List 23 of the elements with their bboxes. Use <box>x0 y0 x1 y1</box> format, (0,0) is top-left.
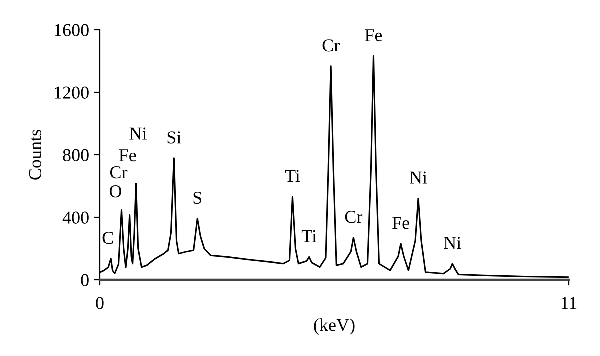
annotation: Fe <box>119 150 136 162</box>
annotation: Cr <box>322 40 340 52</box>
y-tick-label: 1200 <box>55 86 89 99</box>
annotation: Ti <box>302 230 317 242</box>
x-axis-title: (keV) <box>314 318 355 335</box>
annotation: Ti <box>285 170 300 182</box>
annotation: O <box>110 186 122 198</box>
annotation: S <box>194 192 202 204</box>
x-tick-label: 11 <box>562 297 577 310</box>
annotation: Si <box>168 132 182 144</box>
annotation: Ni <box>444 237 462 250</box>
y-tick-label: 400 <box>62 212 89 224</box>
annotation: Ni <box>410 172 428 184</box>
annotation: C <box>102 232 114 244</box>
y-tick-label: 800 <box>63 149 89 162</box>
annotation: Fe <box>392 217 410 230</box>
annotation: Ni <box>130 128 147 140</box>
y-tick-label: 0 <box>81 274 89 286</box>
annotation: Cr <box>110 166 128 179</box>
y-axis-title: Counts <box>29 130 42 180</box>
annotation: Cr <box>345 211 363 224</box>
y-tick-label: 1600 <box>55 24 89 36</box>
annotation: Fe <box>365 30 382 42</box>
